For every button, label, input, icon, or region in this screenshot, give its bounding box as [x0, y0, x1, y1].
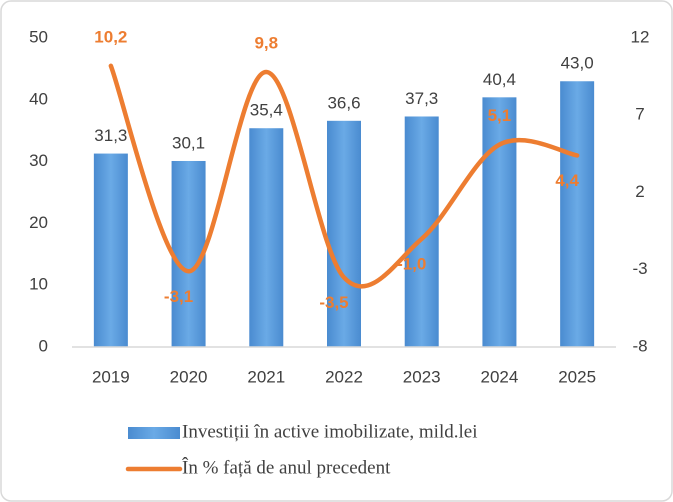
- line-value-label: 5,1: [488, 106, 512, 125]
- y2-tick-label: 7: [635, 105, 644, 124]
- bar: [482, 97, 517, 347]
- y-tick-label: 10: [29, 275, 48, 294]
- legend-label: Investiții în active imobilizate, mild.l…: [182, 421, 477, 442]
- bar: [327, 120, 361, 347]
- y2-tick-label: 2: [635, 182, 644, 201]
- line-value-label: -1,0: [397, 254, 426, 273]
- legend-label: În % față de anul precedent: [182, 456, 391, 478]
- x-tick-label: 2022: [325, 367, 363, 386]
- x-tick-label: 2019: [92, 367, 130, 386]
- y2-tick-label: -8: [632, 336, 647, 355]
- bar-value-label: 36,6: [327, 93, 360, 112]
- y-tick-label: 20: [29, 213, 48, 232]
- line-value-label: 9,8: [254, 33, 278, 52]
- legend-swatch: [128, 427, 180, 439]
- x-tick-label: 2023: [403, 367, 441, 386]
- y-tick-label: 30: [29, 151, 48, 170]
- line-value-label: -3,5: [319, 293, 348, 312]
- bar: [171, 160, 206, 347]
- bar-value-label: 43,0: [561, 54, 594, 73]
- x-tick-label: 2025: [558, 367, 596, 386]
- bar-value-label: 31,3: [94, 126, 127, 145]
- bar: [249, 128, 284, 347]
- bar-value-label: 35,4: [250, 101, 283, 120]
- x-tick-label: 2024: [481, 367, 519, 386]
- line-value-label: -3,1: [164, 287, 193, 306]
- x-tick-label: 2020: [170, 367, 208, 386]
- x-tick-label: 2021: [247, 367, 285, 386]
- y2-tick-label: -3: [632, 259, 647, 278]
- bar: [560, 81, 595, 347]
- line-value-label: 10,2: [94, 27, 127, 46]
- y-tick-label: 0: [39, 336, 48, 355]
- line-value-label: 4,4: [555, 171, 579, 190]
- bar: [404, 116, 439, 348]
- bar: [93, 153, 128, 347]
- y-tick-label: 50: [29, 27, 48, 46]
- y2-tick-label: 12: [631, 27, 650, 46]
- y-tick-label: 40: [29, 89, 48, 108]
- bar-value-label: 30,1: [172, 133, 205, 152]
- bar-value-label: 40,4: [483, 70, 516, 89]
- bar-value-label: 37,3: [405, 89, 438, 108]
- line: [108, 63, 580, 289]
